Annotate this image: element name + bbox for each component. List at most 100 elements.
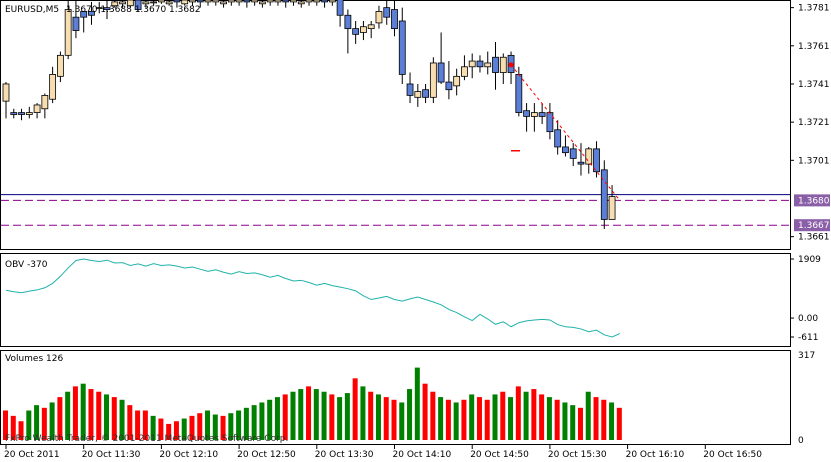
volume-bar bbox=[546, 397, 552, 440]
volume-bar bbox=[414, 367, 420, 440]
volume-bar bbox=[508, 397, 514, 440]
time-tick-label: 20 Oct 14:50 bbox=[470, 450, 529, 460]
volume-bar bbox=[461, 399, 467, 440]
candle-body bbox=[165, 1, 173, 5]
candle-body bbox=[33, 104, 41, 113]
volume-bar bbox=[337, 397, 343, 440]
price-tick-label: 1.3761 bbox=[798, 42, 830, 52]
volume-bar bbox=[166, 423, 172, 440]
candle-body bbox=[476, 60, 484, 68]
candle-body bbox=[56, 54, 64, 77]
candle-body bbox=[2, 83, 10, 102]
candle-body bbox=[243, 0, 251, 3]
copyright-label: FxPro Wealth Trader, © 2001-2011 MetaQuo… bbox=[5, 434, 288, 444]
volume-bar bbox=[360, 386, 366, 440]
price-tick-label: 1.3661 bbox=[798, 233, 830, 243]
volume-bar bbox=[127, 405, 133, 440]
candle-body bbox=[227, 0, 235, 3]
volume-bar bbox=[329, 394, 335, 440]
volume-bar bbox=[391, 399, 397, 440]
volume-bar bbox=[577, 407, 583, 440]
volume-bar bbox=[554, 399, 560, 440]
price-pane[interactable]: 1.3781 1.3761 1.3741 1.3721 1.3701 1.3661 1.36… bbox=[0, 0, 831, 250]
candle-body bbox=[64, 9, 72, 56]
price-tag-label: 1.3680 bbox=[798, 196, 830, 206]
volume-bar bbox=[453, 402, 459, 440]
candle-body bbox=[212, 0, 220, 3]
time-tick-label: 20 Oct 2011 bbox=[4, 450, 60, 460]
candle-body bbox=[585, 148, 593, 165]
volume-bar bbox=[492, 394, 498, 440]
candle-body bbox=[406, 83, 414, 96]
price-tick-label: 1.3721 bbox=[798, 118, 830, 128]
candle-body bbox=[391, 9, 398, 30]
volume-bar bbox=[407, 389, 413, 440]
candle-body bbox=[437, 62, 445, 83]
volume-bar bbox=[259, 402, 265, 440]
volume-bar bbox=[609, 402, 615, 440]
time-axis: 20 Oct 2011 20 Oct 11:30 20 Oct 12:10 20 Oc… bbox=[4, 445, 762, 460]
volume-bar bbox=[344, 393, 350, 440]
volume-bar bbox=[104, 394, 110, 440]
volume-bar bbox=[298, 389, 304, 440]
price-tick-label: 1.3741 bbox=[798, 80, 830, 90]
volume-bar bbox=[18, 421, 24, 440]
candle-body bbox=[367, 24, 375, 30]
volume-tick-label: 317 bbox=[798, 351, 815, 361]
volume-bar bbox=[3, 410, 8, 440]
candle-body bbox=[126, 0, 134, 7]
volume-bar bbox=[616, 407, 622, 440]
volume-bar bbox=[49, 402, 55, 440]
candle-body bbox=[352, 28, 360, 35]
volume-bar bbox=[10, 415, 16, 440]
price-tag-box bbox=[794, 219, 830, 232]
volume-bar bbox=[523, 391, 529, 440]
candle-body bbox=[453, 75, 461, 87]
candle-body bbox=[204, 0, 212, 3]
volume-bar bbox=[313, 389, 319, 440]
candle-body bbox=[328, 0, 336, 3]
obv-tick-label: 1909 bbox=[798, 255, 821, 265]
price-pane-frame bbox=[0, 0, 791, 250]
volume-bar bbox=[274, 397, 280, 440]
candle-body bbox=[336, 0, 344, 16]
ohlc-label: 1.3670 1.3688 1.3670 1.3682 bbox=[66, 5, 201, 15]
volume-tick-label: 0 bbox=[798, 436, 804, 446]
obv-title: OBV -370 bbox=[5, 260, 48, 270]
volume-bar bbox=[539, 394, 545, 440]
obv-tick-label: -611 bbox=[798, 333, 818, 343]
candle-body bbox=[290, 0, 297, 3]
volume-bar bbox=[212, 414, 218, 440]
volume-bar bbox=[65, 391, 71, 440]
candle-body bbox=[445, 81, 453, 91]
volume-bar bbox=[352, 378, 358, 440]
obv-pane[interactable]: 1909 0.00 -611 bbox=[0, 253, 822, 347]
volume-bar bbox=[282, 394, 288, 440]
candle-body bbox=[530, 112, 538, 117]
volume-bar bbox=[80, 383, 86, 440]
time-tick-label: 20 Oct 16:50 bbox=[703, 450, 762, 460]
candle-body bbox=[95, 7, 103, 10]
volume-bar bbox=[228, 413, 234, 440]
time-tick-label: 20 Oct 12:10 bbox=[159, 450, 218, 460]
volume-pane[interactable]: 317 0 bbox=[0, 350, 816, 447]
volume-bar bbox=[321, 391, 327, 440]
obv-tick-label: 0.00 bbox=[798, 314, 818, 324]
candle-body bbox=[111, 1, 119, 7]
volume-bar bbox=[290, 391, 296, 440]
volume-bar bbox=[375, 394, 381, 440]
candle-body bbox=[577, 161, 585, 165]
volume-bar bbox=[430, 391, 436, 440]
candle-body bbox=[10, 112, 18, 115]
volume-bar bbox=[142, 410, 148, 440]
volume-bar bbox=[96, 391, 102, 440]
candle-body bbox=[321, 0, 328, 3]
volume-bar bbox=[119, 399, 125, 440]
volume-bar bbox=[205, 410, 211, 440]
volume-bar bbox=[243, 407, 249, 440]
candle-body bbox=[593, 148, 600, 173]
price-tick-label: 1.3701 bbox=[798, 156, 830, 166]
candle-body bbox=[181, 0, 189, 5]
time-tick-label: 20 Oct 15:30 bbox=[548, 450, 607, 460]
